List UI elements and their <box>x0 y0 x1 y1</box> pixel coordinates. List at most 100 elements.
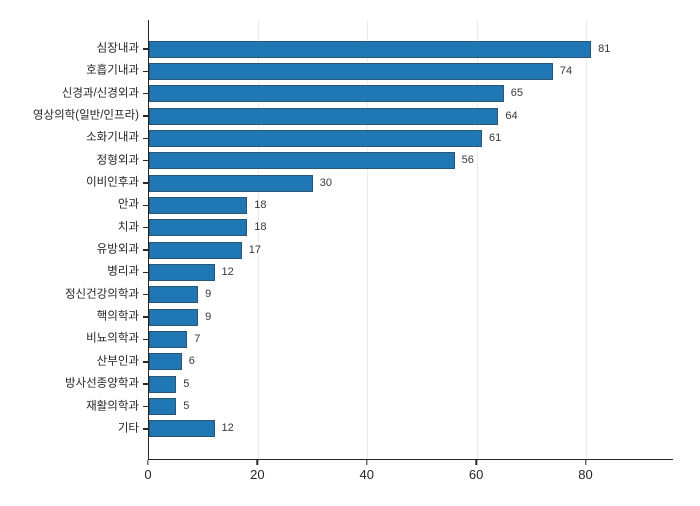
y-tick-mark <box>143 182 148 184</box>
value-label: 56 <box>461 154 474 167</box>
bar-row: 정형외과 56 <box>97 150 673 172</box>
value-label: 18 <box>254 221 267 234</box>
bar-row: 소화기내과 61 <box>86 127 673 149</box>
value-label: 7 <box>194 332 201 345</box>
bar <box>149 375 177 393</box>
y-tick-mark <box>143 405 148 408</box>
x-tick-label: 40 <box>359 467 374 482</box>
gridline <box>258 20 260 459</box>
category-label: 비뇨의학과 <box>86 332 139 345</box>
category-label: 영상의학(일반/인프라) <box>32 109 139 122</box>
value-label: 5 <box>183 400 190 412</box>
y-tick-mark <box>143 383 148 385</box>
bar <box>149 107 499 125</box>
x-tick-label: 20 <box>250 467 265 482</box>
bar-row: 산부인과 6 <box>97 351 673 373</box>
bar <box>149 152 455 170</box>
bar <box>149 241 242 259</box>
bar <box>149 398 177 415</box>
category-label: 병리과 <box>107 265 139 278</box>
category-label: 산부인과 <box>96 355 139 368</box>
bar-row: 비뇨의학과 7 <box>86 328 673 350</box>
category-label: 호흡기내과 <box>86 64 139 77</box>
value-label: 65 <box>510 87 524 100</box>
category-label: 안과 <box>117 198 139 211</box>
y-tick-mark <box>143 160 148 162</box>
x-axis: 0 20 40 60 80 <box>144 460 673 496</box>
bar-row: 유방외과 17 <box>97 239 673 261</box>
bar <box>149 219 248 237</box>
value-label: 64 <box>505 109 518 122</box>
x-tick-label: 80 <box>578 467 593 482</box>
y-tick-mark <box>143 428 148 430</box>
bar-row: 방사선종양학과 5 <box>65 373 673 395</box>
bar <box>149 330 188 348</box>
value-label: 17 <box>248 243 262 256</box>
bar <box>149 62 553 80</box>
category-label: 기타 <box>117 422 139 435</box>
bar-row: 병리과 12 <box>107 261 673 283</box>
bar <box>149 308 199 326</box>
bars-container: 심장내과 81 호흡기내과 74 신경과/신경외과 65 영상의학(일반/인프라) 64 소화기… <box>33 20 673 459</box>
value-label: 18 <box>254 198 267 211</box>
value-label: 61 <box>488 131 502 144</box>
bar-row: 신경과/신경외과 65 <box>62 83 673 105</box>
bar-row: 이비인후과 30 <box>86 172 673 194</box>
bar-row: 영상의학(일반/인프라) 64 <box>33 105 673 127</box>
y-tick-mark <box>143 316 148 318</box>
bar <box>149 129 482 147</box>
bar-row: 치과 18 <box>118 217 673 239</box>
value-label: 30 <box>319 176 332 189</box>
bar-row: 호흡기내과 74 <box>86 60 673 82</box>
y-tick-mark <box>143 115 148 117</box>
bar <box>149 420 215 438</box>
bar <box>149 174 313 192</box>
bar-row: 정신건강의학과 9 <box>65 284 673 306</box>
value-label: 5 <box>183 377 190 390</box>
category-label: 정신건강의학과 <box>64 288 139 301</box>
value-label: 9 <box>205 310 212 323</box>
category-label: 이비인후과 <box>86 176 139 189</box>
bar-row: 핵의학과 9 <box>97 306 673 328</box>
x-tick-mark <box>366 460 368 465</box>
bar-row: 안과 18 <box>118 194 673 216</box>
x-tick-mark <box>584 460 587 465</box>
value-label: 12 <box>221 265 234 278</box>
y-tick-mark <box>143 294 148 296</box>
category-label: 방사선종양학과 <box>64 377 139 390</box>
bar-row: 기타 12 <box>118 418 673 440</box>
bar-row: 재활의학과 5 <box>86 396 673 418</box>
y-tick-mark <box>143 338 148 341</box>
bar <box>149 353 182 371</box>
category-label: 소화기내과 <box>86 131 139 144</box>
category-label: 신경과/신경외과 <box>61 86 139 99</box>
gridlines <box>149 20 673 459</box>
y-tick-mark <box>143 70 148 73</box>
value-label: 6 <box>188 355 195 368</box>
value-label: 9 <box>205 288 212 301</box>
category-label: 심장내과 <box>96 42 139 55</box>
value-label: 74 <box>559 64 573 77</box>
plot-area: 심장내과 81 호흡기내과 74 신경과/신경외과 65 영상의학(일반/인프라) 64 소화기… <box>33 20 673 460</box>
y-tick-mark <box>143 227 148 229</box>
y-tick-mark <box>143 204 148 207</box>
x-tick-label: 0 <box>144 467 152 482</box>
value-label: 81 <box>598 42 611 55</box>
x-tick-mark <box>256 460 259 465</box>
y-tick-mark <box>143 361 148 363</box>
x-tick-mark <box>475 460 477 465</box>
bar <box>149 196 248 214</box>
gridline <box>585 20 587 459</box>
category-label: 정형외과 <box>96 153 139 166</box>
category-label: 유방외과 <box>96 243 139 256</box>
category-label: 핵의학과 <box>96 310 139 323</box>
category-label: 재활의학과 <box>86 399 139 412</box>
bar <box>149 40 592 58</box>
y-tick-mark <box>143 137 148 140</box>
y-tick-mark <box>143 271 148 274</box>
x-tick-mark <box>147 460 149 465</box>
bar <box>149 85 504 103</box>
gridline <box>367 20 369 459</box>
y-tick-mark <box>143 93 148 95</box>
